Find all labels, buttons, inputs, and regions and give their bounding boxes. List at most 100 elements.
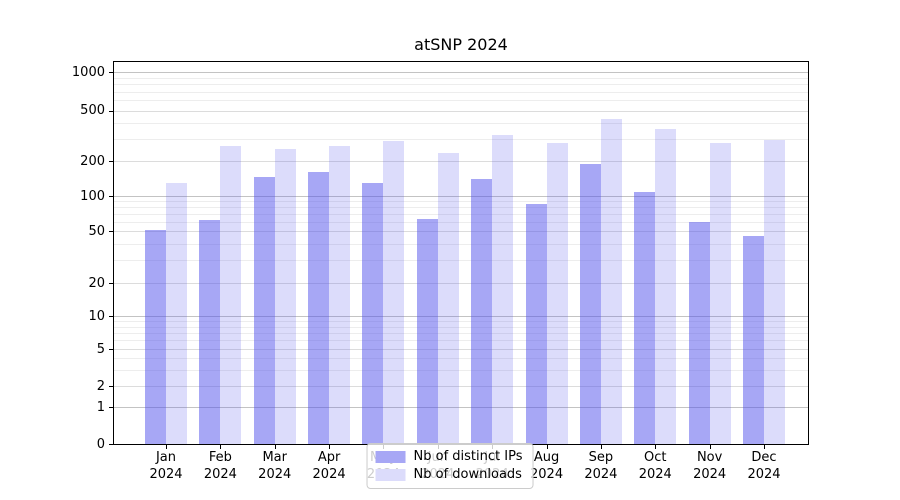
y-tick-mark: [109, 283, 113, 284]
y-tick-mark: [109, 72, 113, 73]
x-tick-month: Oct: [644, 450, 667, 465]
x-tick-year: 2024: [584, 467, 618, 482]
x-tick-mark: [329, 445, 331, 449]
x-tick-label: Oct 2024: [627, 449, 683, 483]
minor-gridline: [114, 214, 808, 215]
y-tick-label: 50: [88, 223, 105, 239]
minor-gridline: [114, 91, 808, 93]
legend-label: Nb of downloads: [413, 467, 522, 482]
bar-downloads-jul: [492, 134, 514, 444]
x-tick-mark: [655, 445, 657, 449]
minor-gridline: [114, 84, 808, 86]
x-tick-mark: [600, 445, 602, 449]
major-gridline: [114, 349, 808, 350]
minor-gridline: [114, 340, 808, 342]
bar-distinct-ips-nov: [688, 221, 710, 444]
y-tick-label: 1000: [71, 64, 105, 80]
y-tick-mark: [109, 444, 113, 445]
minor-gridline: [114, 221, 808, 223]
x-tick-label: Aug 2024: [519, 449, 575, 483]
y-tick-mark: [109, 386, 113, 387]
major-gridline: [114, 110, 808, 112]
bar-distinct-ips-apr: [308, 171, 330, 444]
bar-distinct-ips-may: [362, 183, 384, 444]
minor-gridline: [114, 321, 808, 323]
bar-downloads-mar: [274, 148, 296, 444]
bar-distinct-ips-jun: [416, 218, 438, 444]
y-tick-label: 5: [96, 341, 105, 357]
x-tick-year: 2024: [638, 467, 672, 482]
x-tick-label: Apr 2024: [301, 449, 357, 483]
x-tick-year: 2024: [312, 467, 346, 482]
major-gridline: [114, 196, 808, 197]
minor-gridline: [114, 243, 808, 245]
x-tick-year: 2024: [258, 467, 292, 482]
y-tick-mark: [109, 110, 113, 112]
x-tick-label: Jan 2024: [138, 449, 194, 483]
bar-downloads-nov: [709, 143, 731, 444]
minor-gridline: [114, 358, 808, 359]
minor-gridline: [114, 138, 808, 140]
x-tick-month: Jan: [155, 450, 177, 465]
x-tick-year: 2024: [693, 467, 727, 482]
y-tick-label: 20: [88, 275, 105, 291]
x-tick-mark: [166, 445, 167, 449]
y-tick-label: 10: [88, 308, 105, 324]
legend-item-downloads: Nb of downloads: [375, 467, 523, 482]
minor-gridline: [114, 207, 808, 209]
major-gridline: [114, 161, 808, 162]
bar-downloads-oct: [655, 129, 677, 444]
bar-distinct-ips-feb: [199, 220, 221, 444]
x-tick-label: Nov 2024: [682, 449, 738, 483]
x-tick-label: Dec 2024: [736, 449, 792, 483]
y-tick-label: 0: [96, 436, 105, 452]
plot-area: [113, 61, 809, 445]
major-gridline: [114, 386, 808, 387]
x-tick-year: 2024: [747, 467, 781, 482]
y-tick-label: 1: [96, 399, 105, 415]
x-tick-year: 2024: [530, 467, 564, 482]
major-gridline: [114, 316, 808, 317]
x-tick-month: Nov: [696, 450, 723, 465]
legend-swatch-downloads-icon: [375, 468, 406, 481]
x-tick-month: Mar: [262, 450, 287, 465]
bar-downloads-dec: [764, 140, 785, 444]
legend: Nb of distinct IPs Nb of downloads: [366, 443, 534, 489]
bar-downloads-may: [383, 140, 405, 444]
y-tick-label: 2: [96, 378, 105, 394]
y-tick-mark: [109, 349, 113, 350]
bar-distinct-ips-mar: [253, 176, 275, 444]
bar-downloads-apr: [329, 145, 351, 444]
bar-downloads-sep: [600, 118, 622, 444]
bar-distinct-ips-dec: [743, 235, 764, 444]
x-tick-mark: [220, 445, 222, 449]
major-gridline: [114, 283, 808, 284]
bar-distinct-ips-jan: [145, 230, 166, 444]
minor-gridline: [114, 122, 808, 124]
minor-gridline: [114, 100, 808, 102]
bar-downloads-aug: [546, 142, 568, 444]
x-tick-month: Feb: [208, 450, 232, 465]
bar-downloads-jun: [437, 152, 459, 444]
x-tick-mark: [764, 445, 765, 449]
major-gridline: [114, 72, 808, 73]
y-tick-label: 200: [80, 153, 105, 169]
minor-gridline: [114, 369, 808, 371]
x-tick-year: 2024: [203, 467, 237, 482]
bar-distinct-ips-jul: [471, 179, 493, 444]
x-tick-mark: [274, 445, 276, 449]
bar-distinct-ips-oct: [634, 192, 656, 444]
x-tick-month: Dec: [751, 450, 777, 465]
y-tick-mark: [109, 231, 113, 232]
legend-swatch-distinct-ips-icon: [375, 450, 406, 463]
bar-downloads-jan: [166, 182, 187, 444]
y-tick-mark: [109, 161, 113, 162]
y-tick-mark: [109, 196, 113, 197]
x-tick-month: Aug: [533, 450, 560, 465]
legend-item-distinct-ips: Nb of distinct IPs: [375, 449, 522, 464]
bar-downloads-feb: [220, 145, 242, 444]
minor-gridline: [114, 326, 808, 328]
minor-gridline: [114, 201, 808, 203]
bar-distinct-ips-sep: [579, 163, 601, 444]
